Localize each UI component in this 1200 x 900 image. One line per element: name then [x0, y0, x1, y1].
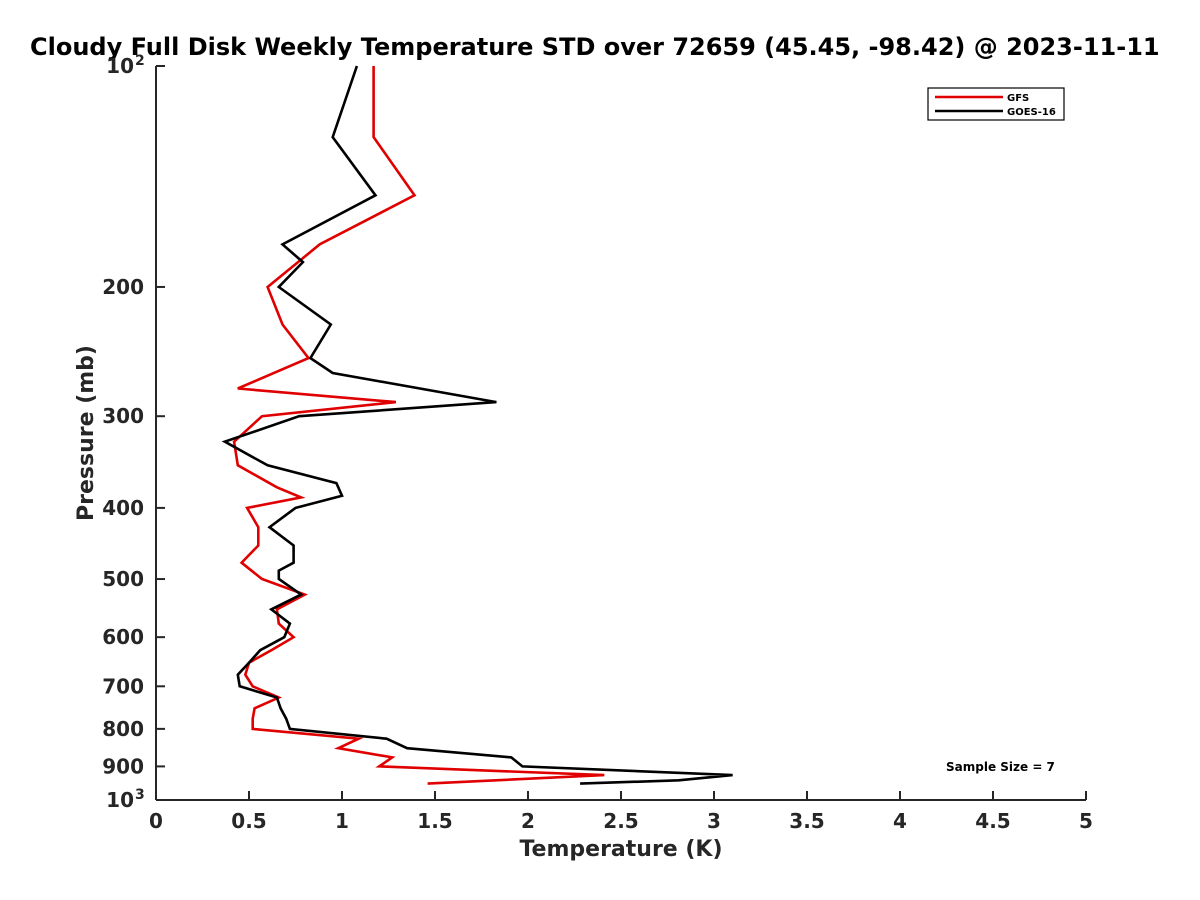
x-tick-label: 2.5 [603, 809, 638, 833]
x-tick-label: 1.5 [417, 809, 452, 833]
x-tick-label: 5 [1079, 809, 1093, 833]
x-tick-label: 3 [707, 809, 721, 833]
legend: GFS GOES-16 [927, 87, 1065, 121]
y-tick-label: 900 [102, 754, 144, 778]
y-tick-label: 500 [102, 567, 144, 591]
x-tick-label: 3.5 [789, 809, 824, 833]
x-tick-label: 2 [521, 809, 535, 833]
y-tick-exponent: 2 [135, 53, 145, 69]
y-tick-label: 300 [102, 404, 144, 428]
x-tick-label: 4 [893, 809, 907, 833]
x-ticks: 0 0.5 1 1.5 2 2.5 3 3.5 4 4.5 5 [149, 791, 1093, 833]
chart-title: Cloudy Full Disk Weekly Temperature STD … [30, 33, 1160, 61]
y-tick-exponent: 3 [135, 787, 145, 803]
series-line-goes-16 [221, 65, 733, 785]
y-tick-label: 700 [102, 674, 144, 698]
y-tick-label: 10 [106, 788, 134, 812]
series-lines [221, 65, 733, 785]
legend-label: GOES-16 [1007, 107, 1056, 118]
x-tick-label: 0.5 [231, 809, 266, 833]
y-tick-label: 400 [102, 496, 144, 520]
x-tick-label: 0 [149, 809, 163, 833]
sample-size-annotation: Sample Size = 7 [946, 760, 1055, 774]
x-axis-label: Temperature (K) [519, 837, 722, 862]
legend-label: GFS [1007, 93, 1029, 104]
y-axis-label: Pressure (mb) [74, 345, 99, 521]
y-tick-label: 800 [102, 717, 144, 741]
x-tick-label: 1 [335, 809, 349, 833]
y-tick-label: 600 [102, 625, 144, 649]
plot-area: 0 0.5 1 1.5 2 2.5 3 3.5 4 4.5 5 10 2200300400500600… [102, 53, 1093, 833]
series-line-gfs [232, 66, 605, 785]
y-tick-label: 10 [106, 54, 134, 78]
y-tick-label: 200 [102, 275, 144, 299]
x-tick-label: 4.5 [975, 809, 1010, 833]
legend-box [927, 87, 1065, 121]
